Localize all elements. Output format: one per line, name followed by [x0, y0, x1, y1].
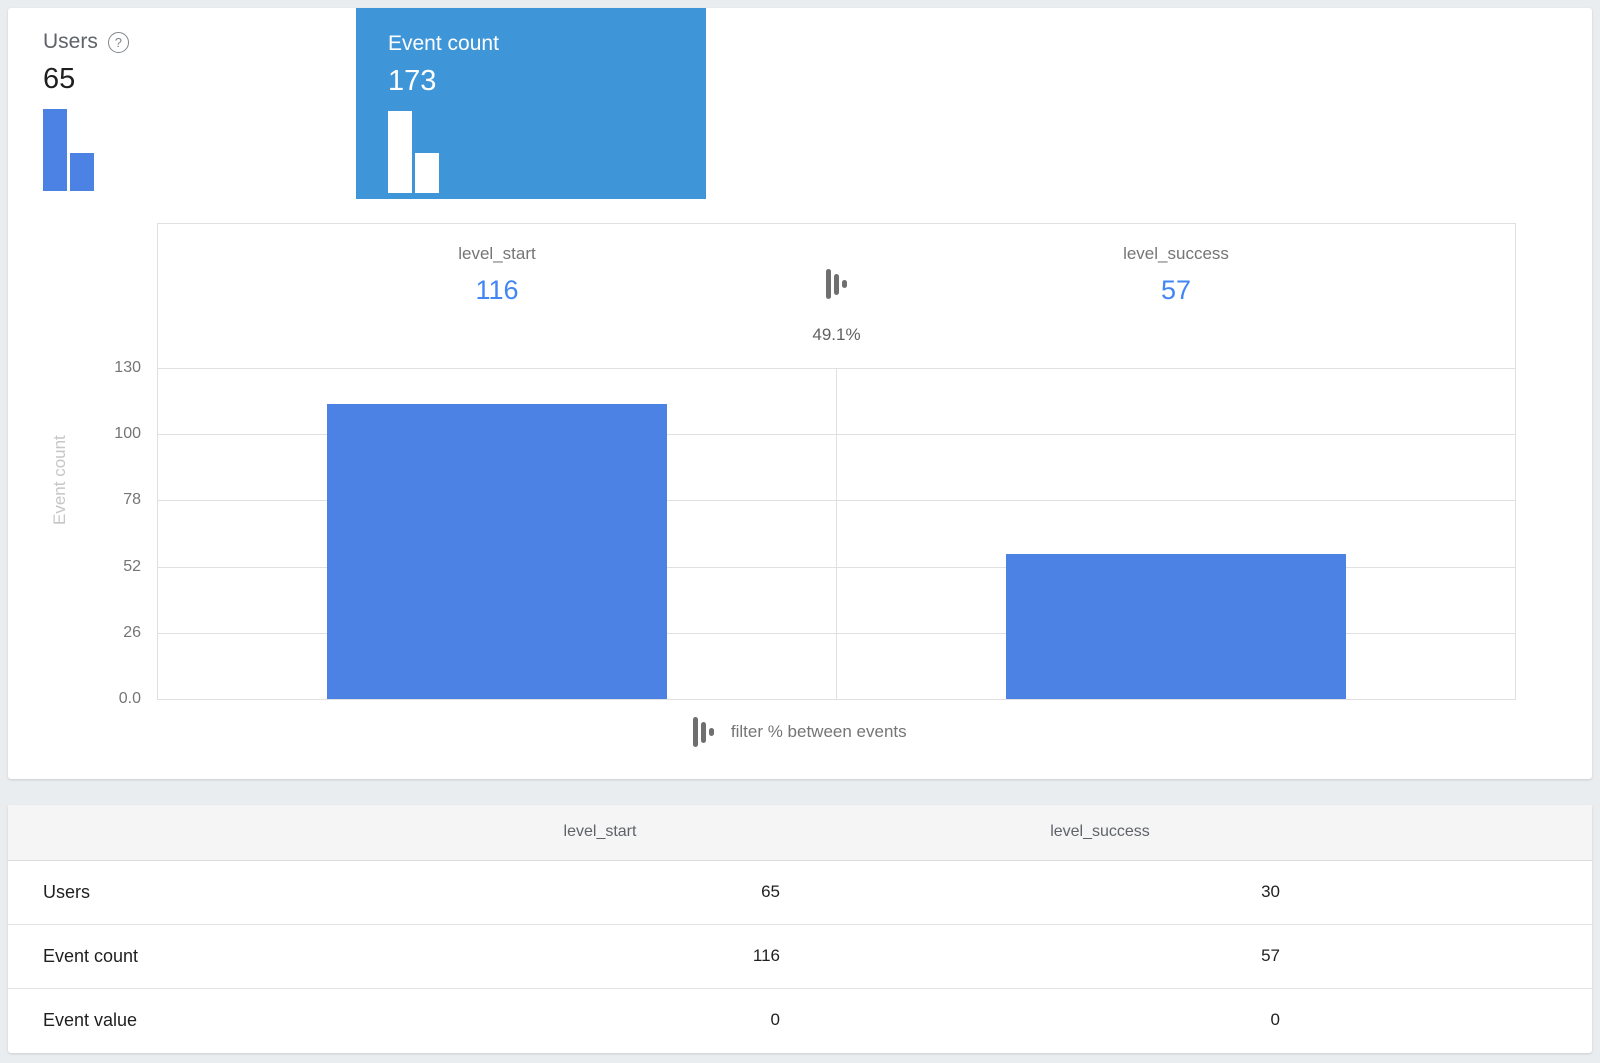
y-axis-tick: 0.0	[118, 690, 141, 707]
legend-label: filter % between events	[730, 722, 907, 741]
gridline-vertical	[836, 368, 837, 699]
event-count-metric-value: 173	[388, 65, 437, 97]
mini-bar	[415, 152, 439, 193]
mini-bar	[388, 111, 412, 193]
cell-value: 0	[1270, 1010, 1280, 1030]
events-overview-panel: Users ? 65 Event count 173 level_start 1…	[8, 8, 1592, 779]
filter-percent-control[interactable]: 49.1%	[776, 268, 897, 345]
users-mini-bar-chart	[43, 109, 94, 191]
events-data-table: level_start level_success Users 65 30 Ev…	[8, 805, 1592, 1052]
chart-legend: filter % between events	[8, 712, 1592, 752]
bar-level-start[interactable]	[327, 403, 667, 699]
cell-value: 116	[350, 924, 850, 989]
metric-column-header	[8, 805, 350, 861]
plot-region	[158, 368, 1515, 699]
table-row: Users 65 30	[8, 860, 1592, 925]
mini-bar	[43, 109, 67, 191]
bar-level-success[interactable]	[1006, 553, 1346, 699]
event-name-level-success: level_success	[1123, 244, 1229, 263]
event-count-level-success[interactable]: 57	[1160, 275, 1192, 305]
y-axis-tick: 26	[123, 624, 141, 641]
row-label: Users	[8, 860, 350, 925]
table-row: Event count 116 57	[8, 924, 1592, 989]
mini-bar	[70, 153, 94, 191]
event-count-mini-bar-chart	[388, 111, 439, 193]
users-metric-value: 65	[43, 63, 76, 95]
filter-bars-icon	[693, 716, 714, 748]
row-label: Event count	[8, 924, 350, 989]
y-axis-title: Event count	[50, 435, 69, 525]
filter-percent-value: 49.1%	[812, 325, 861, 344]
column-header-level-success: level_success	[850, 805, 1350, 861]
y-axis-tick: 130	[114, 359, 141, 376]
cell-value: 30	[850, 860, 1350, 925]
filler-column-header	[1350, 805, 1592, 861]
row-label: Event value	[43, 1009, 138, 1030]
table-header-row: level_start level_success	[8, 805, 1592, 861]
event-name-level-start: level_start	[458, 244, 536, 263]
cell-value: 65	[350, 860, 850, 925]
event-header-level-start: level_start 116	[158, 244, 836, 306]
y-axis-tick: 52	[123, 558, 141, 575]
cell-value: 57	[850, 924, 1350, 989]
users-metric-title: Users ?	[43, 30, 323, 54]
event-comparison-chart: level_start 116 level_success 57 49.1%	[157, 223, 1516, 700]
users-metric-label: Users	[43, 30, 98, 53]
event-count-metric-title: Event count	[388, 32, 706, 56]
help-icon[interactable]: ?	[107, 31, 129, 53]
events-data-table-panel: level_start level_success Users 65 30 Ev…	[8, 805, 1592, 1053]
filter-bars-icon	[826, 268, 847, 300]
metric-card-event-count[interactable]: Event count 173	[356, 8, 706, 199]
y-axis-tick: 100	[114, 425, 141, 442]
event-header-level-success: level_success 57	[837, 244, 1515, 306]
event-count-level-start[interactable]: 116	[475, 275, 519, 305]
metric-card-users[interactable]: Users ? 65	[43, 30, 323, 191]
column-header-level-start: level_start	[350, 805, 850, 861]
cell-value: 0	[770, 1010, 780, 1030]
event-count-metric-label: Event count	[388, 32, 499, 55]
table-row: Event value 0 0	[8, 988, 1592, 1052]
y-axis-tick: 78	[123, 491, 141, 508]
